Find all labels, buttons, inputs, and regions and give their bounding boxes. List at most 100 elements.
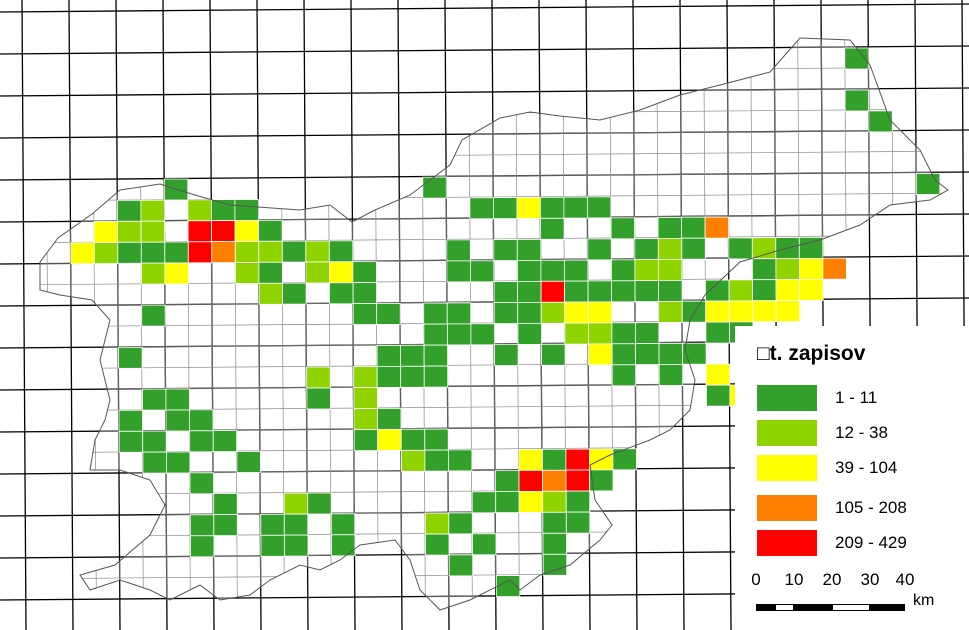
grid-line <box>0 3 969 13</box>
occurrence-cell <box>187 199 212 222</box>
occurrence-cell <box>565 469 590 492</box>
occurrence-cell <box>516 238 542 261</box>
occurrence-cell <box>540 217 565 240</box>
occurrence-cell <box>330 513 356 536</box>
occurrence-cell <box>140 220 166 243</box>
occurrence-cell <box>93 242 119 264</box>
occurrence-cell <box>658 300 683 323</box>
occurrence-cell <box>234 199 259 221</box>
occurrence-cell <box>423 365 449 388</box>
occurrence-cell <box>775 279 800 302</box>
occurrence-cell <box>517 259 542 282</box>
occurrence-cell <box>706 384 731 407</box>
occurrence-cell <box>611 259 636 282</box>
legend-swatch <box>757 385 817 411</box>
occurrence-cell <box>376 344 402 367</box>
legend-label: 39 - 104 <box>835 458 898 477</box>
occurrence-cell <box>540 301 566 324</box>
occurrence-cell <box>164 241 189 264</box>
occurrence-cell <box>353 366 378 389</box>
occurrence-cell <box>518 469 543 492</box>
occurrence-cell <box>565 511 591 534</box>
legend-label: 12 - 38 <box>835 423 888 442</box>
occurrence-cell <box>564 322 589 345</box>
occurrence-cell <box>424 512 450 535</box>
occurrence-cell <box>705 300 730 323</box>
occurrence-cell <box>281 240 307 263</box>
legend-item: 12 - 38 <box>757 420 888 446</box>
scale-tick-label: 40 <box>895 570 915 589</box>
occurrence-cell <box>424 428 449 451</box>
occurrence-cell <box>469 197 494 220</box>
occurrence-cell <box>142 430 167 453</box>
occurrence-cell <box>471 491 497 514</box>
occurrence-cell <box>564 259 589 282</box>
occurrence-cell <box>495 575 521 597</box>
occurrence-cell <box>425 533 450 556</box>
occurrence-cell <box>681 300 707 323</box>
occurrence-cell <box>189 409 214 432</box>
occurrence-cell <box>212 430 238 453</box>
occurrence-cell <box>634 280 659 303</box>
scale-segment <box>832 604 870 611</box>
occurrence-cell <box>190 535 215 558</box>
occurrence-cell <box>470 323 495 346</box>
occurrence-cell <box>446 239 471 262</box>
occurrence-cell <box>681 237 706 260</box>
fine-grid-line <box>40 66 948 76</box>
legend-swatch <box>757 530 817 556</box>
occurrence-cell <box>799 257 824 280</box>
occurrence-cell <box>165 388 190 411</box>
occurrence-cell <box>564 301 589 324</box>
occurrence-cell <box>705 321 730 344</box>
occurrence-cell <box>799 278 824 301</box>
occurrence-cell <box>542 532 567 555</box>
occurrence-cell <box>540 259 565 282</box>
occurrence-cell <box>140 199 165 222</box>
legend-label: 1 - 11 <box>835 388 878 407</box>
occurrence-cell <box>189 430 214 453</box>
occurrence-cell <box>70 242 95 265</box>
occurrence-cell <box>752 279 777 302</box>
occurrence-cell <box>352 282 378 305</box>
occurrence-cell <box>587 196 612 219</box>
legend-label: 105 - 208 <box>835 498 907 517</box>
occurrence-cell <box>540 196 565 219</box>
occurrence-cell <box>117 241 142 264</box>
occurrence-cell <box>352 303 378 326</box>
occurrence-cell <box>189 514 215 537</box>
occurrence-cell <box>564 280 589 303</box>
occurrence-cell <box>728 300 754 323</box>
grid-line <box>21 0 27 630</box>
fine-grid-line <box>40 150 948 160</box>
occurrence-cell <box>775 300 801 323</box>
occurrence-cell <box>587 238 612 261</box>
occurrence-cell <box>634 259 659 282</box>
occurrence-cell <box>588 343 613 366</box>
legend-swatch <box>757 495 817 521</box>
fine-grid-line <box>40 192 948 202</box>
occurrence-cell <box>423 323 448 346</box>
map-legend: □t. zapisov 1 - 11 12 - 38 39 - 104 105 … <box>735 326 969 630</box>
occurrence-cell <box>541 343 566 366</box>
occurrence-cell <box>305 240 330 263</box>
occurrence-cell <box>376 365 402 388</box>
occurrence-cell <box>728 279 753 302</box>
legend-title: □t. zapisov <box>757 342 866 365</box>
occurrence-cell <box>844 89 869 112</box>
legend-label: 209 - 429 <box>835 533 907 552</box>
occurrence-cell <box>704 216 729 239</box>
occurrence-cell <box>588 322 613 345</box>
occurrence-cell <box>329 282 354 305</box>
occurrence-cell <box>328 261 354 284</box>
occurrence-cell <box>117 199 142 222</box>
occurrence-cell <box>658 258 683 281</box>
occurrence-cell <box>517 301 542 324</box>
occurrence-cell <box>165 451 191 474</box>
occurrence-cell <box>587 280 612 303</box>
occurrence-cell <box>494 344 519 367</box>
occurrence-cell <box>400 344 425 367</box>
occurrence-cell <box>352 261 377 284</box>
occurrence-cell <box>187 220 213 243</box>
occurrence-cell <box>610 217 635 240</box>
